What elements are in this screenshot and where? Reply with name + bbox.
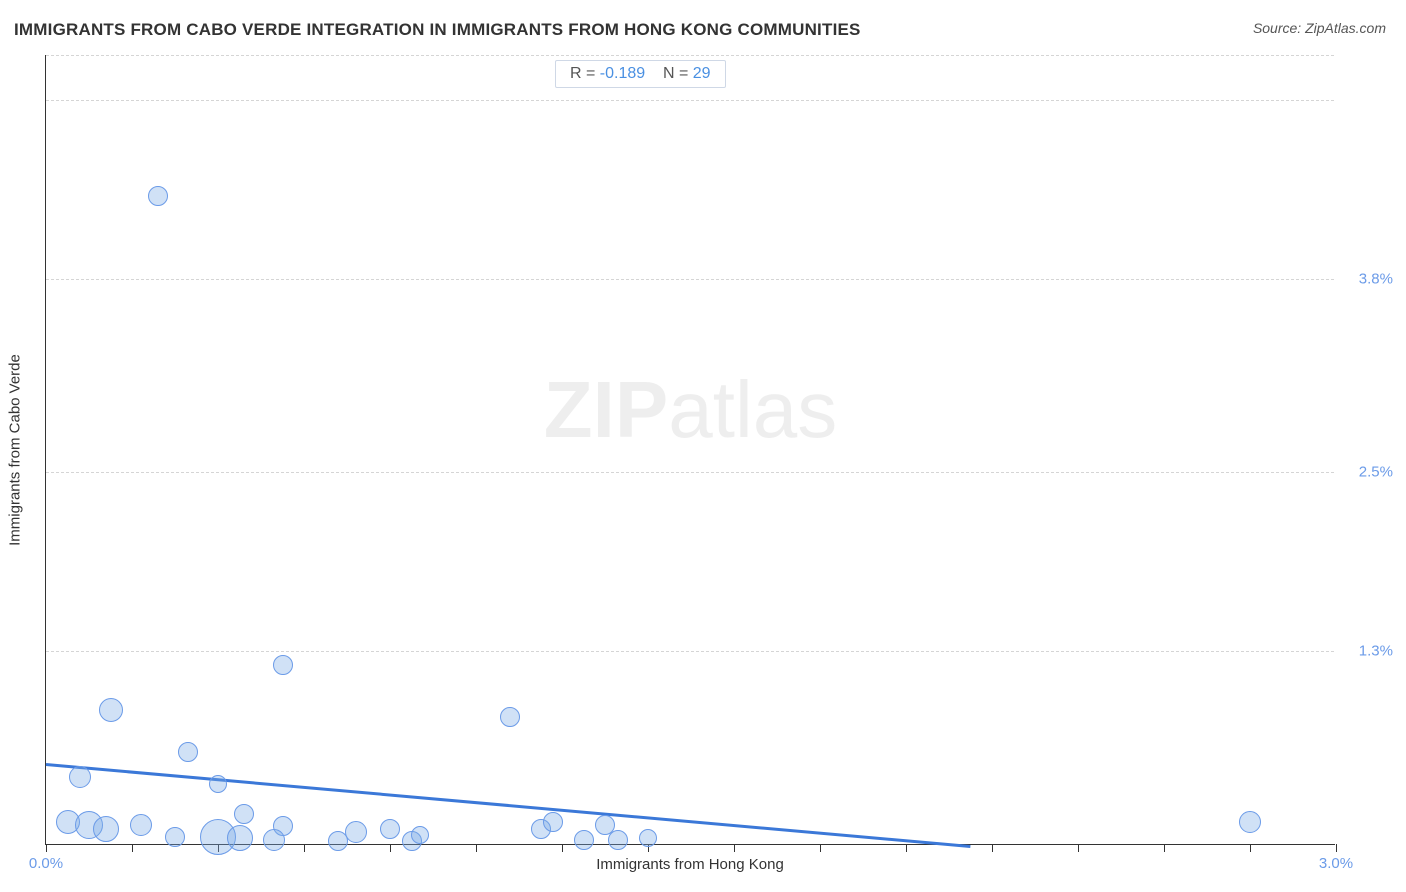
x-tick [1164, 844, 1165, 852]
x-tick [476, 844, 477, 852]
x-tick [562, 844, 563, 852]
source-attribution: Source: ZipAtlas.com [1253, 20, 1386, 36]
data-point [227, 825, 253, 851]
data-point [234, 804, 254, 824]
x-axis-label: Immigrants from Hong Kong [596, 856, 784, 873]
watermark-bold: ZIP [544, 365, 668, 454]
x-tick [820, 844, 821, 852]
watermark: ZIPatlas [544, 364, 837, 456]
watermark-rest: atlas [668, 365, 837, 454]
x-tick [1250, 844, 1251, 852]
gridline-h [46, 100, 1334, 101]
data-point [165, 827, 185, 847]
n-label: N = [663, 65, 688, 82]
x-tick-label: 3.0% [1319, 855, 1353, 872]
r-value: -0.189 [600, 65, 645, 82]
y-tick-label: 2.5% [1359, 464, 1393, 481]
x-tick [906, 844, 907, 852]
plot-area: ZIPatlas 1.3%2.5%3.8%0.0%3.0% Immigrants… [45, 55, 1335, 845]
data-point [148, 186, 168, 206]
data-point [178, 742, 198, 762]
x-tick [390, 844, 391, 852]
data-point [99, 698, 123, 722]
data-point [209, 775, 227, 793]
data-point [543, 812, 563, 832]
data-point [500, 707, 520, 727]
data-point [130, 814, 152, 836]
x-tick-label: 0.0% [29, 855, 63, 872]
gridline-h [46, 472, 1334, 473]
gridline-h [46, 279, 1334, 280]
n-value: 29 [693, 65, 711, 82]
x-tick [46, 844, 47, 852]
data-point [1239, 811, 1261, 833]
gridline-h [46, 651, 1334, 652]
x-tick [1336, 844, 1337, 852]
r-label: R = [570, 65, 595, 82]
data-point [639, 829, 657, 847]
data-point [574, 830, 594, 850]
data-point [273, 655, 293, 675]
data-point [608, 830, 628, 850]
x-tick [1078, 844, 1079, 852]
x-tick [734, 844, 735, 852]
data-point [263, 829, 285, 851]
data-point [345, 821, 367, 843]
data-point [69, 766, 91, 788]
stats-box: R = -0.189 N = 29 [555, 60, 726, 88]
x-tick [992, 844, 993, 852]
y-tick-label: 3.8% [1359, 270, 1393, 287]
x-tick [132, 844, 133, 852]
data-point [380, 819, 400, 839]
chart-title: IMMIGRANTS FROM CABO VERDE INTEGRATION I… [14, 20, 861, 40]
data-point [411, 826, 429, 844]
x-tick [304, 844, 305, 852]
gridline-h [46, 55, 1334, 56]
y-axis-label: Immigrants from Cabo Verde [7, 354, 24, 546]
data-point [93, 816, 119, 842]
y-tick-label: 1.3% [1359, 643, 1393, 660]
plot-canvas: ZIPatlas 1.3%2.5%3.8%0.0%3.0% [45, 55, 1335, 845]
